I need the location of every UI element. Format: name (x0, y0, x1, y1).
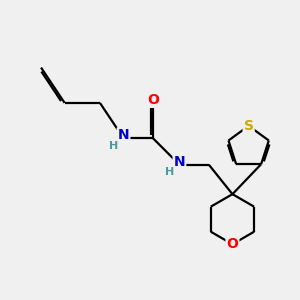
Text: H: H (164, 167, 174, 177)
Text: H: H (109, 141, 118, 151)
Text: N: N (174, 155, 185, 169)
Text: O: O (226, 237, 238, 251)
Text: O: O (147, 93, 159, 107)
Text: S: S (244, 119, 254, 133)
Text: N: N (118, 128, 129, 142)
